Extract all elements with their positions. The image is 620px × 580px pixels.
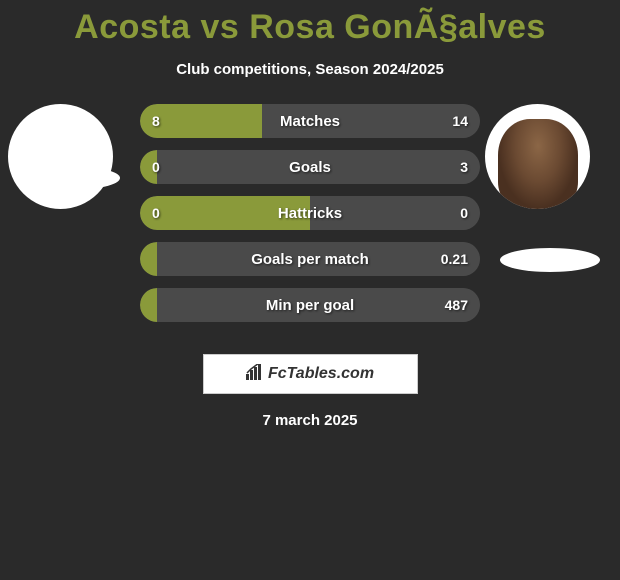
stat-value-left: 0: [152, 196, 160, 230]
footer-logo[interactable]: FcTables.com: [203, 354, 418, 394]
comparison-card: Acosta vs Rosa GonÃ§alves Club competiti…: [0, 0, 620, 580]
player-left-shadow: [20, 166, 120, 190]
stat-value-right: 487: [445, 288, 468, 322]
page-title: Acosta vs Rosa GonÃ§alves: [0, 8, 620, 47]
stat-label: Goals: [140, 150, 480, 184]
stat-row: Matches8 14: [140, 104, 480, 138]
stat-row: Goals per match0.21: [140, 242, 480, 276]
stat-value-right: 3: [460, 150, 468, 184]
player-right-photo: [498, 119, 578, 209]
stat-bars: Matches814Goals03Hattricks00Goals per ma…: [140, 104, 480, 334]
stat-label: Hattricks: [140, 196, 480, 230]
player-right-avatar: [485, 104, 590, 209]
stat-value-right: 14: [452, 104, 468, 138]
stat-value-left: 0: [152, 150, 160, 184]
date: 7 march 2025: [0, 412, 620, 429]
stat-row: Min per goal487: [140, 288, 480, 322]
stat-value-right: 0.21: [441, 242, 468, 276]
stat-value-right: 0: [460, 196, 468, 230]
player-left-avatar: [8, 104, 113, 209]
player-right-shadow: [500, 248, 600, 272]
chart-icon: [246, 364, 264, 385]
stat-row: Goals0 3: [140, 150, 480, 184]
stat-label: Matches: [140, 104, 480, 138]
stat-value-left: 8: [152, 104, 160, 138]
stat-row: Hattricks0 0: [140, 196, 480, 230]
comparison-area: Matches814Goals03Hattricks00Goals per ma…: [0, 116, 620, 336]
stat-label: Min per goal: [140, 288, 480, 322]
subtitle: Club competitions, Season 2024/2025: [0, 61, 620, 78]
footer-logo-text: FcTables.com: [268, 365, 374, 383]
stat-label: Goals per match: [140, 242, 480, 276]
